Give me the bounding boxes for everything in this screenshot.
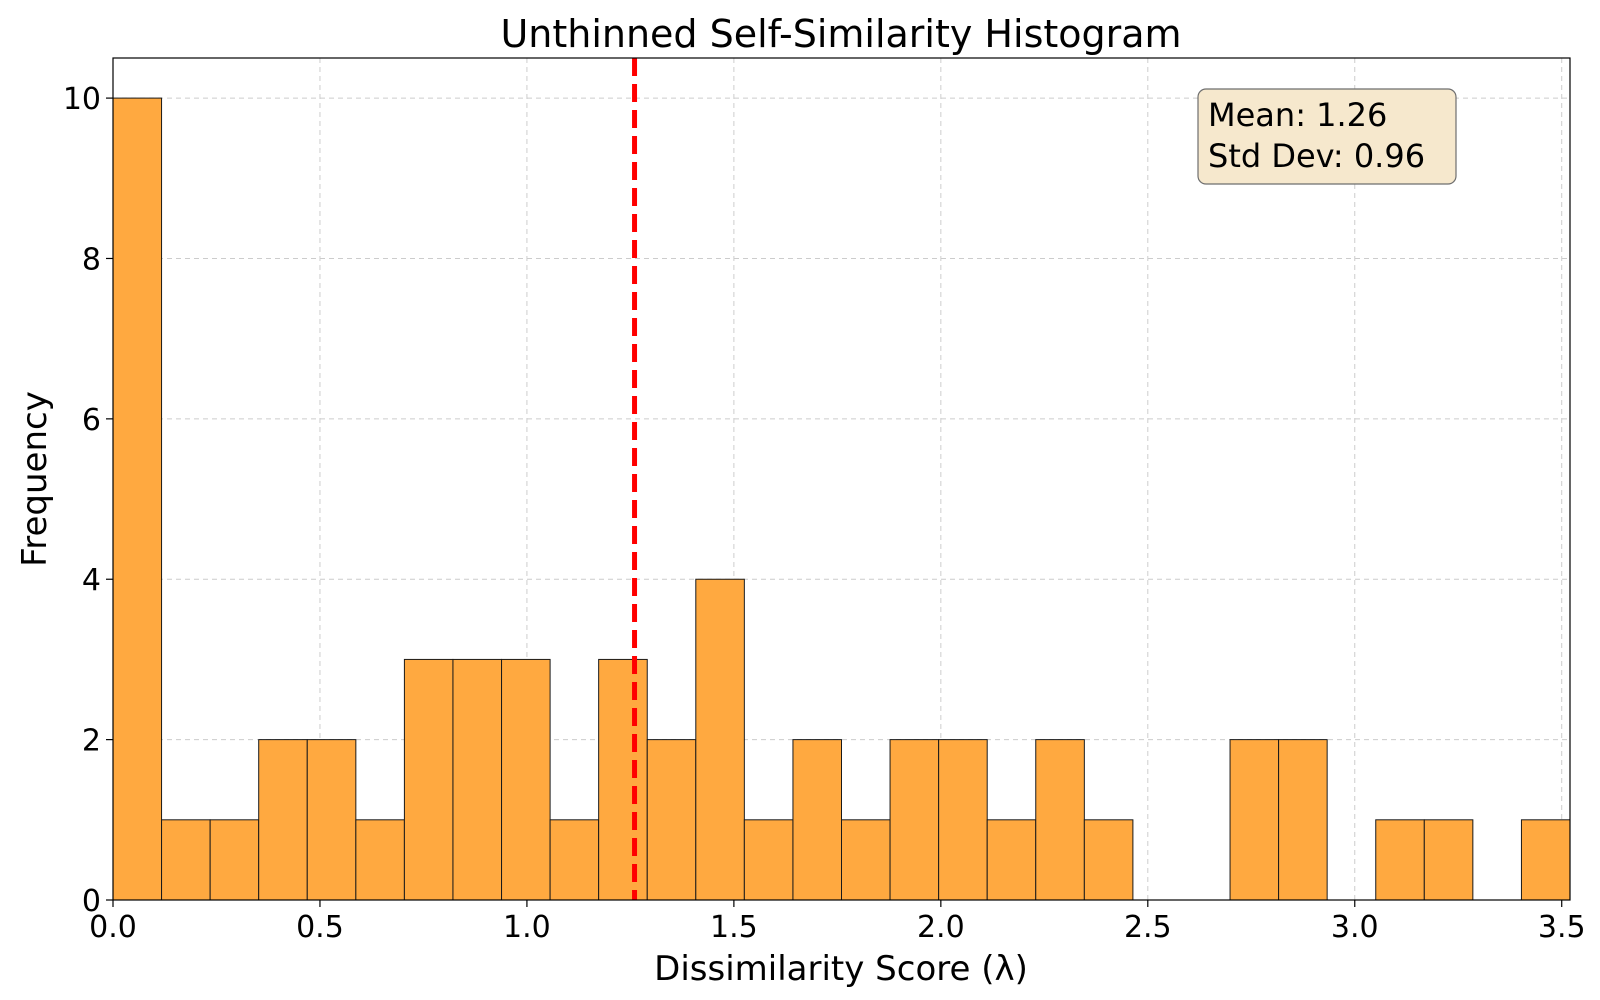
histogram-bar — [112, 97, 163, 901]
x-axis-label: Dissimilarity Score (λ) — [654, 949, 1028, 989]
x-tick-label: 2.5 — [1124, 910, 1172, 945]
histogram-bar — [452, 658, 503, 901]
histogram-bar — [646, 739, 697, 901]
histogram-bar — [841, 819, 891, 901]
histogram-bar — [1423, 819, 1474, 901]
bars — [112, 97, 1571, 901]
histogram-bar — [792, 739, 843, 901]
histogram-bar — [1035, 739, 1085, 901]
y-tick-label: 6 — [82, 403, 101, 438]
histogram-bar — [403, 658, 454, 901]
histogram-bar — [1083, 819, 1134, 901]
histogram-bar — [209, 819, 260, 901]
histogram-bar — [986, 819, 1037, 901]
x-tick-label: 0.0 — [89, 910, 137, 945]
y-tick-label: 4 — [82, 563, 101, 598]
stats-box: Mean: 1.26 Std Dev: 0.96 — [1197, 88, 1457, 185]
stats-box-background — [1197, 88, 1457, 185]
y-tick-label: 8 — [82, 242, 101, 277]
histogram-bar — [1375, 819, 1425, 901]
histogram-bar — [306, 739, 357, 901]
histogram-bar — [1520, 819, 1571, 901]
histogram-bar — [695, 578, 745, 901]
y-tick-label: 2 — [82, 724, 101, 759]
stats-mean-text: Mean: 1.26 — [1208, 96, 1387, 134]
histogram-bar — [501, 658, 551, 901]
y-axis-label: Frequency — [15, 391, 55, 567]
x-tick-label: 2.0 — [917, 910, 965, 945]
chart-title: Unthinned Self-Similarity Histogram — [500, 12, 1181, 56]
histogram-bar — [1229, 739, 1280, 901]
stats-stddev-text: Std Dev: 0.96 — [1208, 137, 1425, 175]
x-tick-label: 1.0 — [503, 910, 551, 945]
histogram-bar — [743, 819, 794, 901]
histogram-bar — [355, 819, 405, 901]
histogram-bar — [598, 658, 648, 901]
histogram-bar — [938, 739, 988, 901]
x-tick-label: 0.5 — [296, 910, 344, 945]
histogram-bar — [889, 739, 940, 901]
histogram-bar — [161, 819, 211, 901]
plot-frame — [112, 57, 1571, 901]
histogram-bar — [258, 739, 308, 901]
y-axis-ticks: 0 2 4 6 8 10 — [63, 82, 113, 919]
x-tick-label: 3.0 — [1331, 910, 1379, 945]
histogram-bar — [1278, 739, 1328, 901]
histogram-bar — [549, 819, 600, 901]
y-tick-label: 0 — [82, 884, 101, 919]
x-axis-ticks: 0.0 0.5 1.0 1.5 2.0 2.5 3.0 3.5 — [89, 900, 1586, 945]
x-tick-label: 3.5 — [1538, 910, 1586, 945]
x-tick-label: 1.5 — [710, 910, 758, 945]
y-tick-label: 10 — [63, 82, 101, 117]
